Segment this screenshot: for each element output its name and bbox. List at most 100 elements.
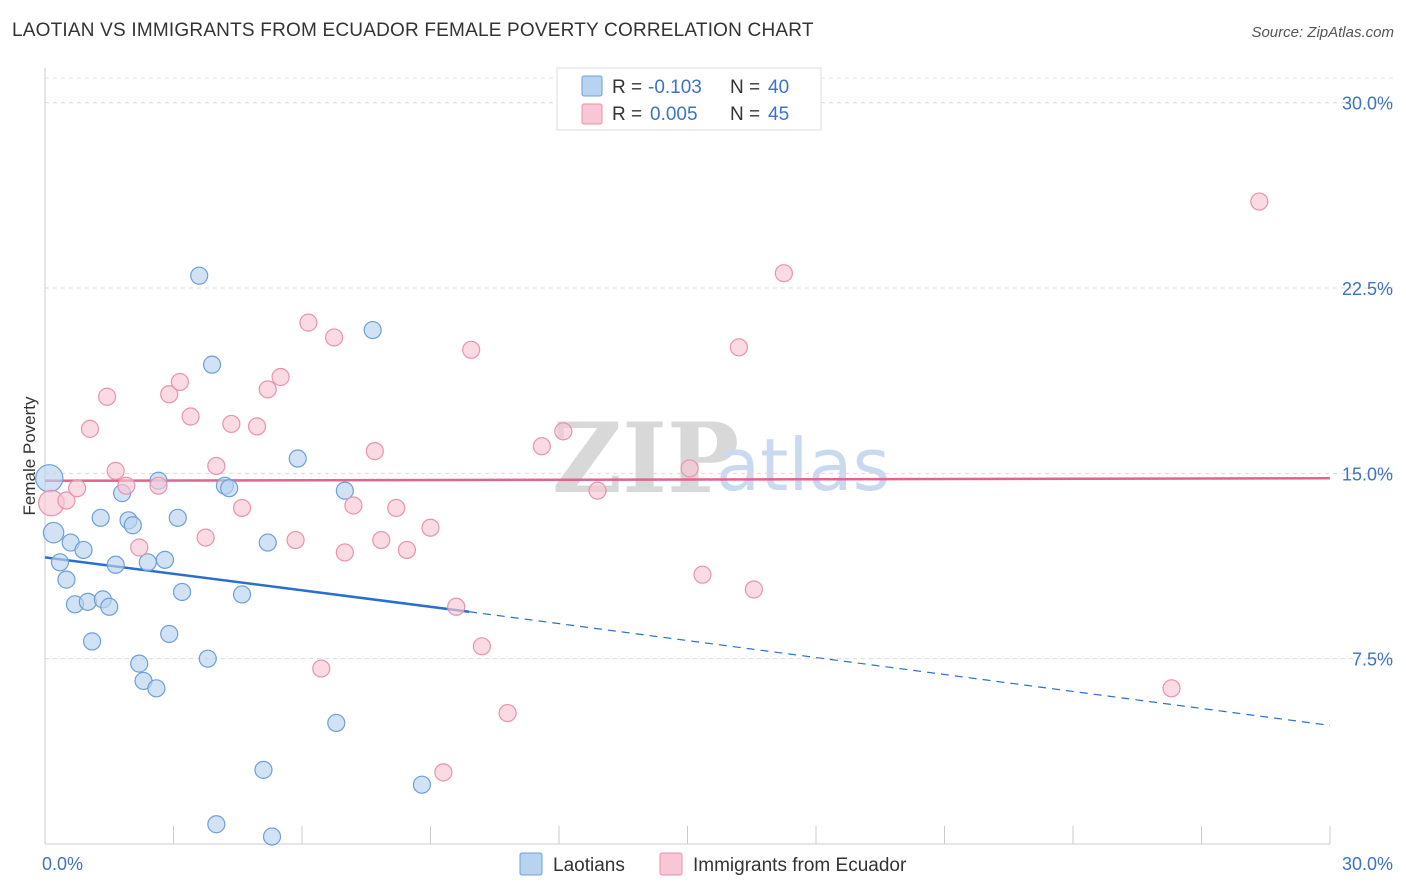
bottom-legend-swatch-ecuador bbox=[659, 852, 683, 876]
x-tick-label-1: 30.0% bbox=[1342, 854, 1393, 874]
legend-swatch-ecuador bbox=[581, 103, 603, 125]
point-ecuador-11 bbox=[181, 407, 200, 426]
legend-r-label-1: R = bbox=[612, 77, 642, 98]
point-ecuador-5 bbox=[106, 461, 125, 480]
point-ecuador-6 bbox=[117, 476, 136, 495]
point-ecuador-29 bbox=[421, 518, 440, 537]
legend-r-label-2: R = bbox=[612, 104, 642, 125]
y-tick-label-0: 7.5% bbox=[1352, 650, 1393, 670]
point-ecuador-31 bbox=[447, 597, 466, 616]
point-ecuador-36 bbox=[554, 422, 573, 441]
point-ecuador-30 bbox=[434, 763, 453, 782]
point-laotians-35 bbox=[288, 449, 307, 468]
point-laotians-16 bbox=[130, 654, 149, 673]
bottom-legend-label-ecuador: Immigrants from Ecuador bbox=[693, 855, 907, 876]
point-laotians-21 bbox=[155, 550, 175, 569]
point-ecuador-28 bbox=[397, 540, 417, 560]
legend-n-label-1: N = bbox=[730, 77, 760, 98]
point-laotians-38 bbox=[363, 320, 382, 340]
bottom-legend-label-laotians: Laotians bbox=[553, 855, 625, 876]
gridlines bbox=[45, 77, 1395, 660]
point-laotians-39 bbox=[412, 775, 432, 794]
point-laotians-9 bbox=[91, 508, 110, 527]
point-ecuador-43 bbox=[1162, 679, 1181, 698]
data-points bbox=[35, 192, 1269, 846]
source-label: Source: ZipAtlas.com bbox=[1251, 24, 1394, 41]
point-laotians-19 bbox=[147, 679, 166, 698]
point-ecuador-38 bbox=[680, 459, 699, 478]
point-ecuador-17 bbox=[258, 380, 277, 399]
y-tick-labels: 7.5% 15.0% 22.5% 30.0% bbox=[1342, 94, 1393, 670]
point-laotians-1 bbox=[42, 521, 65, 544]
point-ecuador-19 bbox=[286, 530, 305, 550]
point-laotians-22 bbox=[160, 624, 179, 644]
legend-r-value-1: -0.103 bbox=[648, 77, 702, 98]
point-ecuador-24 bbox=[344, 496, 363, 515]
point-laotians-34 bbox=[262, 827, 282, 846]
point-ecuador-27 bbox=[387, 498, 406, 518]
point-laotians-23 bbox=[168, 508, 187, 527]
legend-n-value-2: 45 bbox=[768, 104, 789, 125]
point-laotians-2 bbox=[50, 553, 70, 572]
point-laotians-24 bbox=[172, 582, 192, 602]
point-ecuador-12 bbox=[196, 528, 215, 547]
point-laotians-31 bbox=[232, 585, 252, 604]
point-laotians-27 bbox=[202, 355, 222, 374]
watermark: ZIP atlas bbox=[552, 402, 890, 515]
watermark-zip: ZIP bbox=[552, 402, 739, 515]
legend-n-label-2: N = bbox=[730, 104, 760, 125]
legend-swatch-laotians bbox=[581, 75, 603, 97]
point-laotians-18 bbox=[138, 553, 157, 572]
point-laotians-30 bbox=[220, 479, 239, 498]
bottom-legend-swatch-laotians bbox=[519, 852, 543, 876]
point-ecuador-7 bbox=[130, 538, 149, 557]
y-tick-label-2: 22.5% bbox=[1342, 279, 1393, 299]
point-ecuador-3 bbox=[80, 419, 100, 438]
point-laotians-8 bbox=[83, 632, 102, 651]
y-tick-label-1: 15.0% bbox=[1342, 464, 1393, 484]
point-laotians-15 bbox=[123, 516, 142, 535]
point-ecuador-39 bbox=[693, 565, 712, 584]
series-legend: Laotians Immigrants from Ecuador bbox=[519, 852, 907, 876]
trend-line-laotians-extension bbox=[468, 611, 1331, 726]
axes bbox=[44, 68, 1331, 845]
point-laotians-37 bbox=[335, 481, 354, 500]
y-axis-label: Female Poverty bbox=[20, 396, 39, 516]
legend-r-value-2: 0.005 bbox=[650, 104, 698, 125]
point-laotians-36 bbox=[327, 713, 346, 733]
point-ecuador-35 bbox=[532, 437, 551, 456]
point-ecuador-1 bbox=[57, 491, 76, 510]
point-ecuador-15 bbox=[232, 498, 252, 518]
point-laotians-33 bbox=[258, 533, 277, 552]
point-laotians-11 bbox=[100, 597, 119, 616]
correlation-legend: R = -0.103 N = 40 R = 0.005 N = 45 bbox=[556, 67, 822, 131]
point-laotians-6 bbox=[74, 540, 93, 560]
point-ecuador-21 bbox=[312, 659, 331, 678]
point-laotians-26 bbox=[198, 649, 217, 668]
x-tick-labels: 0.0% 30.0% bbox=[42, 854, 1393, 874]
trend-line-ecuador bbox=[44, 477, 1331, 483]
point-ecuador-25 bbox=[365, 442, 384, 461]
point-ecuador-26 bbox=[372, 530, 391, 550]
x-tick-label-0: 0.0% bbox=[42, 854, 83, 874]
point-laotians-0 bbox=[35, 464, 64, 493]
point-laotians-28 bbox=[207, 815, 226, 834]
point-ecuador-16 bbox=[247, 417, 267, 436]
point-ecuador-37 bbox=[588, 481, 607, 500]
point-laotians-12 bbox=[106, 555, 125, 574]
point-ecuador-14 bbox=[222, 414, 241, 434]
point-ecuador-34 bbox=[498, 703, 517, 723]
point-ecuador-8 bbox=[149, 476, 168, 495]
point-laotians-32 bbox=[254, 760, 273, 779]
point-ecuador-18 bbox=[271, 367, 290, 387]
point-laotians-7 bbox=[78, 592, 97, 611]
point-ecuador-23 bbox=[335, 543, 354, 562]
point-ecuador-9 bbox=[160, 385, 179, 404]
point-ecuador-41 bbox=[744, 580, 763, 599]
point-ecuador-32 bbox=[462, 340, 481, 359]
point-ecuador-2 bbox=[68, 479, 87, 498]
legend-n-value-1: 40 bbox=[768, 77, 789, 98]
point-ecuador-10 bbox=[170, 372, 190, 392]
watermark-atlas: atlas bbox=[716, 423, 890, 507]
